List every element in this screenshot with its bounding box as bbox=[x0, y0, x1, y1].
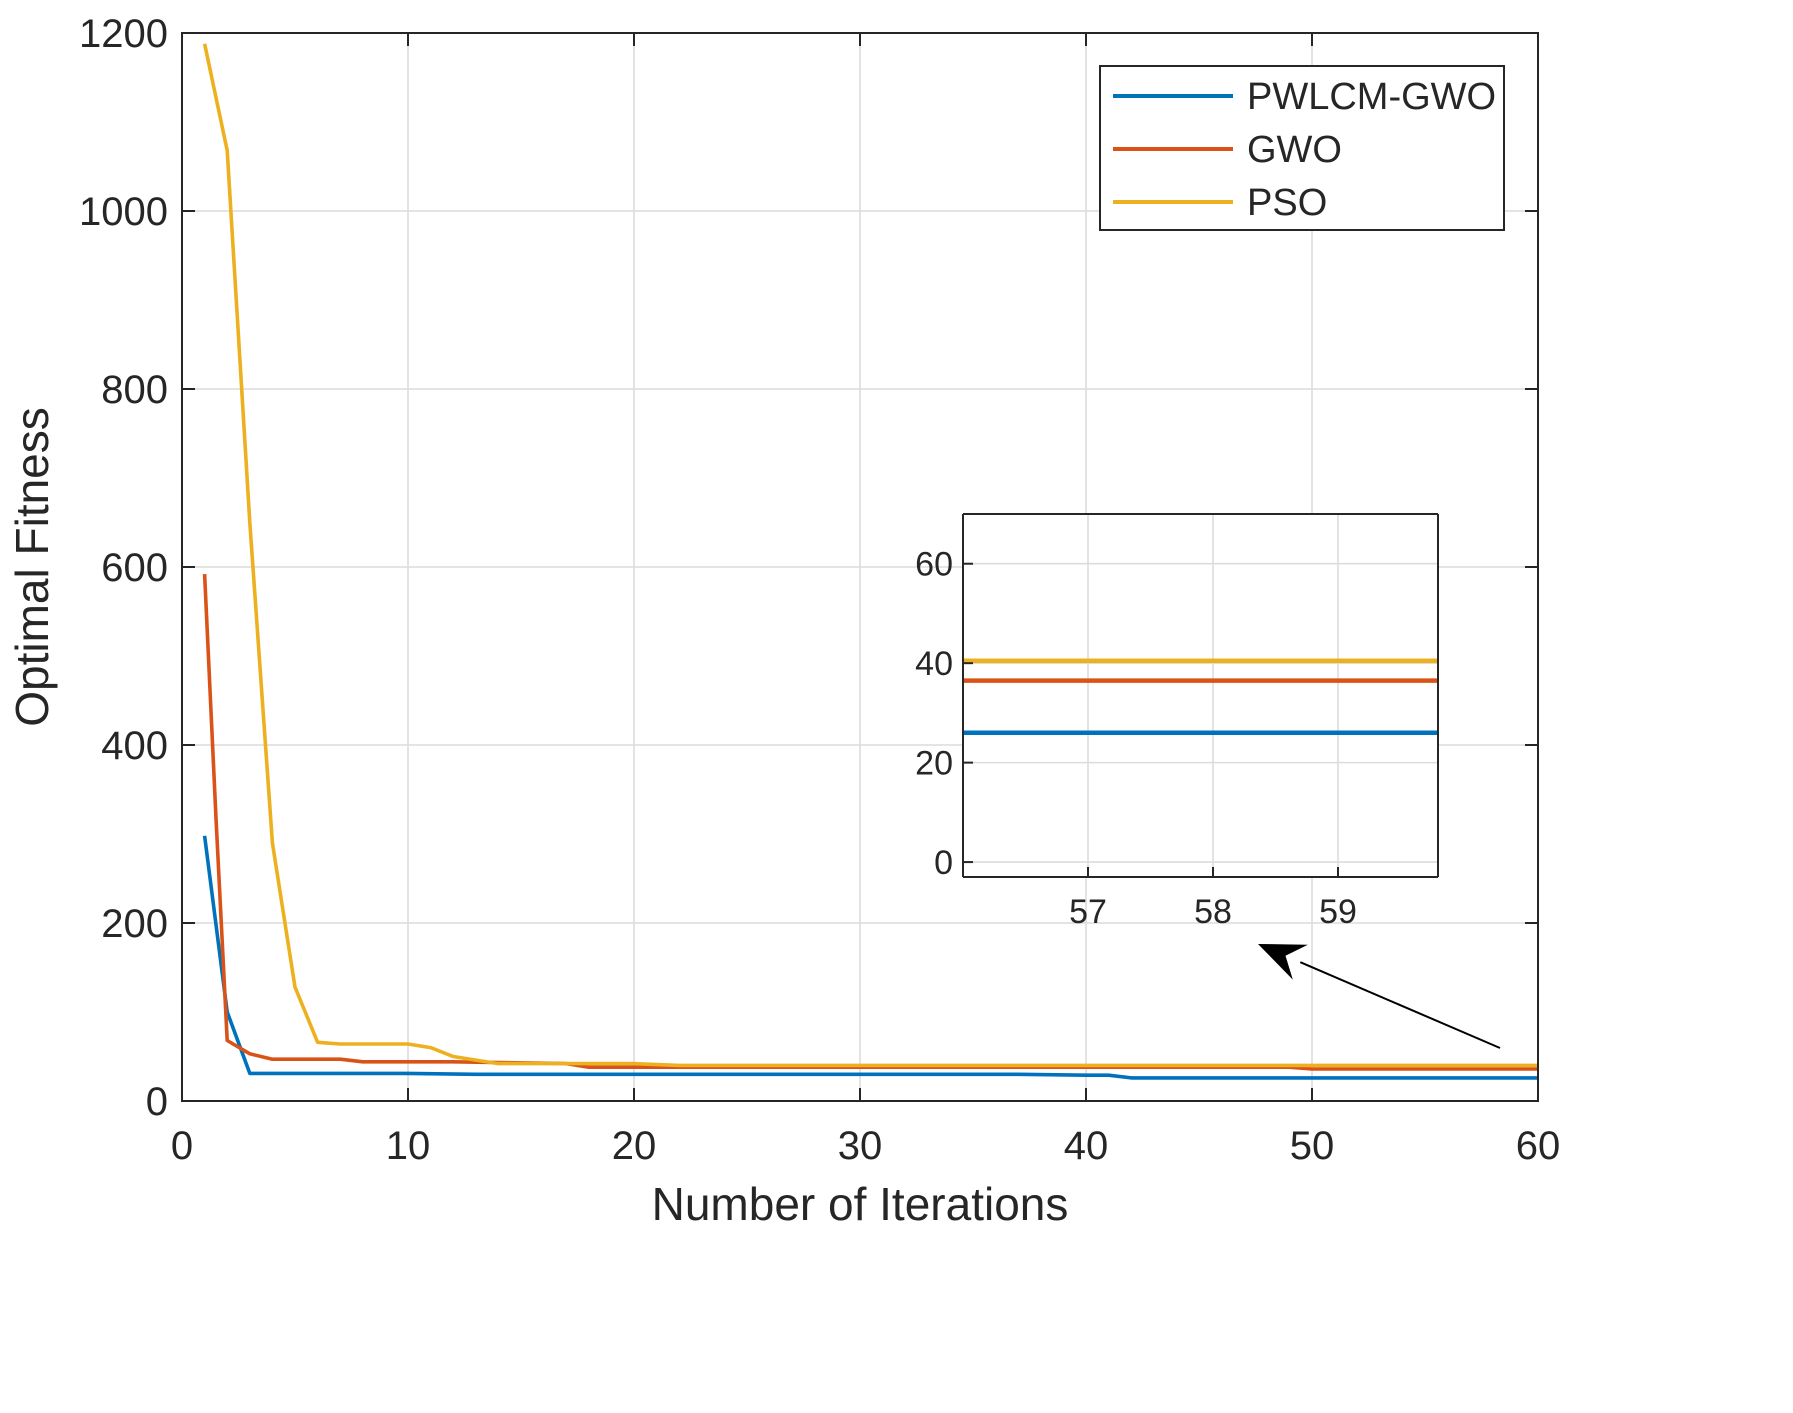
legend: PWLCM-GWO GWO PSO bbox=[1099, 65, 1505, 231]
y-tick-label: 600 bbox=[101, 546, 168, 590]
inset-x-tick-label: 58 bbox=[1194, 893, 1232, 931]
x-tick-label: 50 bbox=[1290, 1124, 1335, 1168]
x-tick-label: 60 bbox=[1516, 1124, 1561, 1168]
inset-zoom-chart: 57 58 59 0 20 40 60 bbox=[915, 513, 1439, 931]
arrow-head bbox=[1258, 944, 1308, 980]
zoom-arrow-annotation bbox=[1258, 944, 1501, 1049]
y-axis-label: Optimal Fitness bbox=[6, 407, 58, 727]
main-tick-marks bbox=[181, 32, 1539, 1102]
y-tick-label: 0 bbox=[146, 1080, 168, 1124]
legend-label-gwo: GWO bbox=[1247, 129, 1342, 171]
inset-x-tick-label: 59 bbox=[1319, 893, 1357, 931]
arrow-shaft bbox=[1299, 961, 1501, 1049]
inset-y-tick-label: 20 bbox=[915, 745, 953, 783]
x-axis-label: Number of Iterations bbox=[652, 1178, 1069, 1230]
series-line-pwlcm-gwo bbox=[202, 835, 1538, 1080]
inset-background bbox=[963, 514, 1438, 877]
y-tick-label: 1000 bbox=[79, 190, 168, 234]
inset-x-tick-label: 57 bbox=[1069, 893, 1107, 931]
legend-label-pso: PSO bbox=[1247, 182, 1327, 224]
inset-axes bbox=[962, 513, 1439, 878]
inset-y-tick-label: 40 bbox=[915, 645, 953, 683]
x-tick-label: 10 bbox=[386, 1124, 431, 1168]
x-tick-label: 40 bbox=[1064, 1124, 1109, 1168]
inset-series-group bbox=[963, 658, 1438, 736]
main-series-group bbox=[202, 43, 1538, 1080]
inset-y-tick-label: 60 bbox=[915, 546, 953, 584]
y-tick-label: 200 bbox=[101, 902, 168, 946]
y-tick-label: 400 bbox=[101, 724, 168, 768]
inset-y-tick-label: 0 bbox=[934, 844, 953, 882]
series-line-pso bbox=[202, 43, 1538, 1068]
y-tick-label: 1200 bbox=[79, 12, 168, 56]
y-tick-label: 800 bbox=[101, 368, 168, 412]
inset-grid bbox=[963, 514, 1438, 877]
x-tick-label: 20 bbox=[612, 1124, 657, 1168]
inset-tick-labels: 57 58 59 0 20 40 60 bbox=[915, 546, 1357, 931]
legend-label-pwlcm-gwo: PWLCM-GWO bbox=[1247, 76, 1496, 118]
x-tick-label: 0 bbox=[171, 1124, 193, 1168]
x-tick-label: 30 bbox=[838, 1124, 883, 1168]
